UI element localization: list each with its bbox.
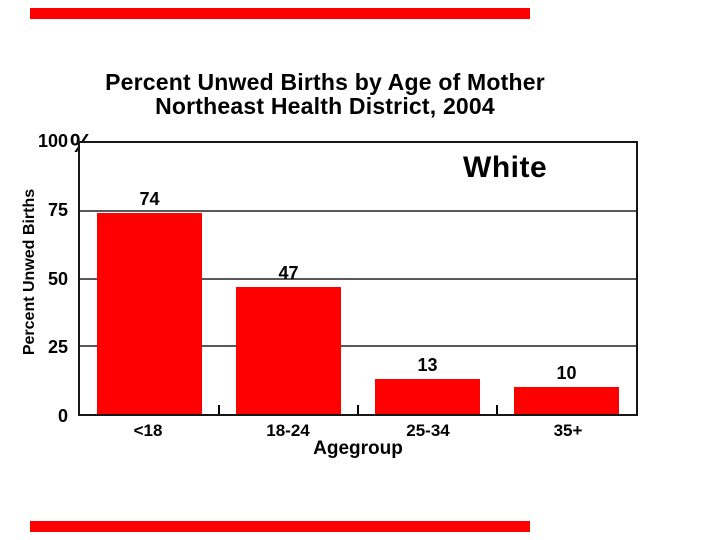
category-boundary-tick xyxy=(218,405,220,414)
category-boundary-tick xyxy=(357,405,359,414)
y-tick-label: 50 xyxy=(47,268,68,289)
x-tick-label: 18-24 xyxy=(266,421,310,440)
y-tick-label: 25 xyxy=(47,337,68,358)
chart-title-line1: Percent Unwed Births by Age of Mother xyxy=(105,69,545,95)
x-tick-label: 35+ xyxy=(553,421,583,440)
y-axis-tick-labels: 0 25 50 75 100 xyxy=(0,132,68,425)
gridline-50 xyxy=(80,277,636,280)
bar-4 xyxy=(514,386,619,414)
chart-title: Percent Unwed Births by Age of Mother No… xyxy=(0,70,650,118)
bar-value-label: 47 xyxy=(278,262,299,283)
plot-area: White 74 47 13 10 xyxy=(78,141,638,416)
category-boundary-tick xyxy=(496,405,498,414)
bar-2 xyxy=(236,286,341,414)
bar-1 xyxy=(97,213,202,414)
bar-value-label: 10 xyxy=(556,362,577,383)
top-red-accent-bar xyxy=(30,8,530,19)
gridline-75 xyxy=(80,209,636,212)
x-tick-label: 25-34 xyxy=(406,421,450,440)
bar-3 xyxy=(375,378,480,414)
bar-value-label: 74 xyxy=(139,189,160,210)
x-tick-label: <18 xyxy=(133,421,163,440)
x-axis-tick-labels: <18 18-24 25-34 35+ xyxy=(78,421,638,440)
y-tick-label: 0 xyxy=(57,406,68,426)
gridline-25 xyxy=(80,345,636,348)
x-axis-title: Agegroup xyxy=(313,438,403,459)
race-group-label: White xyxy=(463,151,548,184)
chart-title-line2: Northeast Health District, 2004 xyxy=(155,93,495,119)
y-tick-label: 100 xyxy=(37,131,68,151)
bar-value-label: 13 xyxy=(417,354,438,375)
y-tick-label: 75 xyxy=(47,199,68,220)
bottom-red-accent-bar xyxy=(30,521,530,532)
